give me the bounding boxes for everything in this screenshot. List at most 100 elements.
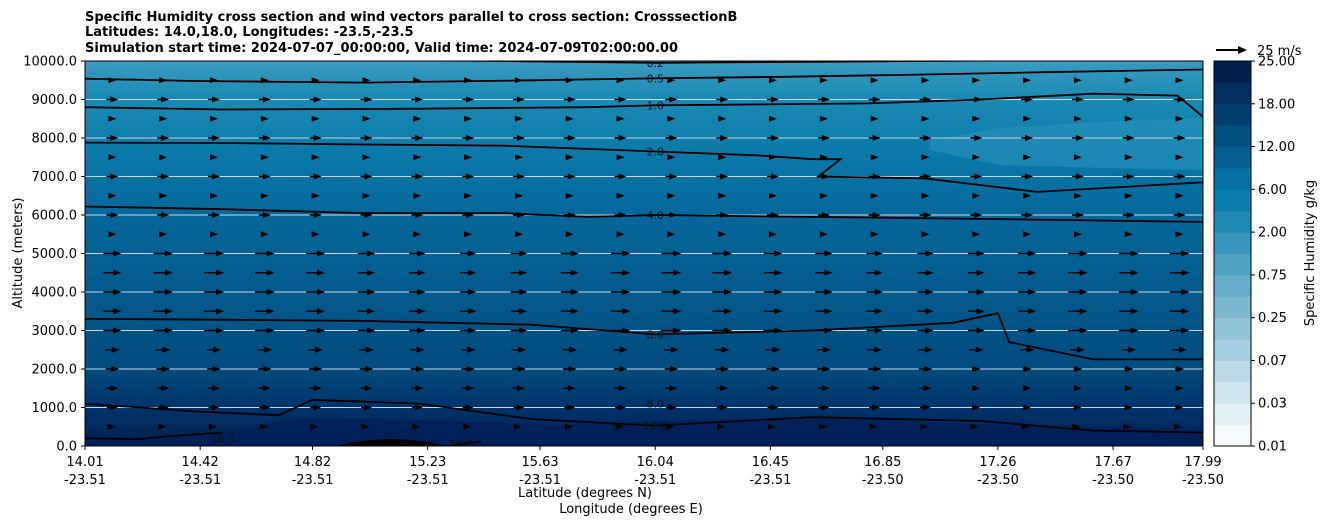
wind-vector [610,308,631,315]
wind-vector [103,327,122,334]
wind-vector [1175,404,1184,411]
wind-vector [460,269,477,276]
wind-vector [512,173,525,180]
wind-vector [158,423,167,430]
wind-vector [921,154,930,161]
wind-vector [309,173,322,180]
quiver-key-arrowhead [1238,46,1247,54]
wind-vector [972,404,981,411]
y-tick-label: 0.0 [56,440,77,455]
wind-vector [512,135,525,141]
wind-vector [362,231,371,238]
wind-vector [464,154,473,161]
wind-vector [817,366,831,372]
wind-vector [1018,308,1037,315]
wind-vector [870,77,879,84]
wind-vector [460,250,477,257]
wind-vector [260,231,269,238]
wind-vector [769,115,778,122]
wind-vector [514,192,523,199]
colorbar-tick-label: 0.75 [1258,268,1287,283]
wind-vector [409,289,426,295]
wind-vector [462,135,475,141]
wind-vector [255,308,275,315]
wind-vector [159,115,168,122]
humidity-field-dry-patch [930,118,1203,170]
wind-vector [105,346,120,353]
x-tick-label-lon: -23.50 [862,473,904,488]
wind-vector [866,269,883,276]
x-tick-label-lon: -23.51 [519,473,561,488]
colorbar: 0.01 0.03 0.07 0.25 0.75 2.00 6.00 12.00 18.00 25… [1214,55,1295,455]
wind-vector [310,404,322,411]
wind-vector [769,77,778,84]
wind-vector [868,385,881,392]
wind-vector [410,366,425,372]
wind-vector [1124,385,1133,392]
colorbar-band [1214,232,1251,254]
wind-vector [153,269,173,276]
wind-vector [409,250,426,257]
x-tick-label-lon: -23.51 [407,473,449,488]
wind-vector [921,231,930,238]
wind-vector [1073,385,1083,392]
wind-vector [460,327,477,334]
wind-vector [819,77,828,84]
wind-vector [712,308,733,315]
wind-vector [763,250,783,257]
contour-label: 16.0 [210,432,235,445]
wind-vector [1071,135,1084,141]
wind-vector [1173,135,1186,141]
colorbar-tick-label: 0.07 [1258,354,1287,369]
wind-vector [357,289,376,295]
wind-vector [512,366,526,372]
wind-vector [462,173,475,180]
wind-vector [1124,154,1133,161]
wind-vector [870,115,879,122]
colorbar-band [1214,296,1251,319]
colorbar-tick-label: 6.00 [1258,183,1287,198]
wind-vector [306,269,326,276]
wind-vector [562,346,578,353]
wind-vector [210,231,219,238]
wind-vector [967,327,985,334]
wind-vector [661,250,682,257]
wind-vector [819,115,828,122]
x-tick-label-lat: 17.99 [1184,455,1221,470]
wind-vector [1124,115,1133,122]
colorbar-tick-label: 12.00 [1258,140,1295,155]
wind-vector [1068,289,1088,295]
colorbar-tick-label: 0.25 [1258,311,1287,326]
wind-vector [204,250,225,257]
wind-vector [917,289,934,295]
wind-vector [259,404,271,411]
wind-vector [513,423,522,430]
wind-vector [357,269,376,276]
wind-vector [209,423,218,430]
wind-vector [819,192,828,199]
wind-vector [460,346,476,353]
wind-vector [767,404,779,411]
wind-vector [1021,212,1034,218]
wind-vector [460,308,477,315]
wind-vector [918,346,933,353]
wind-vector [817,135,830,141]
wind-vector [1169,269,1190,276]
wind-vector [306,289,326,295]
wind-vector [510,327,528,334]
wind-vector [207,385,221,392]
wind-vector [564,404,576,411]
wind-vector [665,96,678,103]
wind-vector [106,385,119,392]
wind-vector [360,385,373,392]
wind-vector [510,308,528,315]
wind-vector [1071,212,1084,218]
wind-vector [661,289,682,295]
wind-vector [204,327,225,334]
wind-vector [1175,77,1184,84]
x-tick-label-lat: 15.23 [409,455,446,470]
wind-vector [512,385,526,392]
wind-vector [919,135,932,141]
title-line-1: Specific Humidity cross section and wind… [85,10,737,25]
y-tick-label: 4000.0 [32,286,78,301]
